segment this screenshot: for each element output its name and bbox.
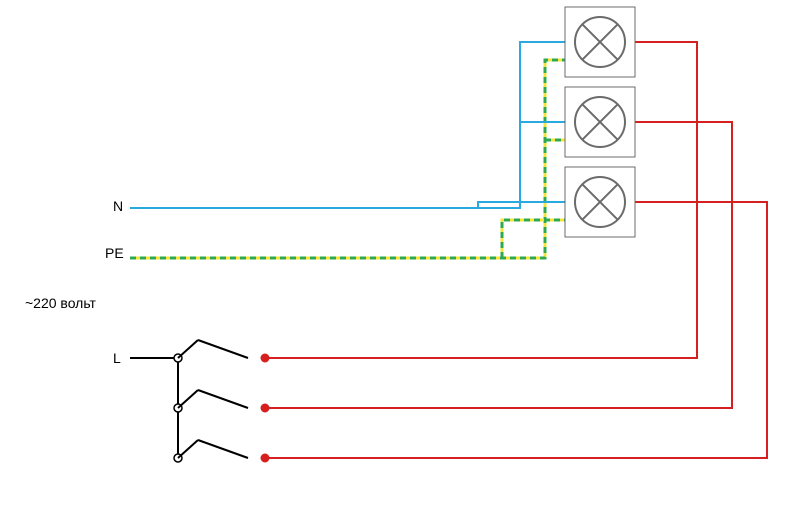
neutral-wire — [130, 42, 578, 208]
switch-out-node — [261, 454, 269, 462]
pe-label: PE — [105, 245, 124, 261]
live-label: L — [113, 350, 121, 366]
pe-wire-dash — [130, 60, 578, 258]
pe-wire — [130, 60, 578, 258]
neutral-label: N — [113, 198, 123, 214]
live-output-wire — [265, 122, 732, 408]
switch-stub — [178, 390, 198, 408]
switch-out-node — [261, 354, 269, 362]
switch-arm — [198, 340, 248, 358]
switch-stub — [178, 440, 198, 458]
switch-arm — [198, 440, 248, 458]
live-output-wire — [265, 202, 767, 458]
switch-out-node — [261, 404, 269, 412]
switch-stub — [178, 340, 198, 358]
switch-arm — [198, 390, 248, 408]
voltage-label: ~220 вольт — [25, 295, 96, 311]
